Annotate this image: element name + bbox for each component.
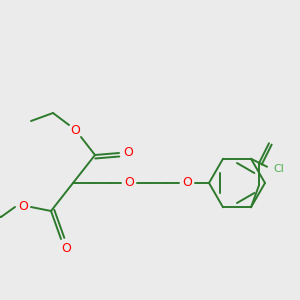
Text: O: O	[124, 176, 134, 190]
Text: O: O	[18, 200, 28, 214]
Text: O: O	[182, 176, 192, 190]
Text: O: O	[70, 124, 80, 137]
Text: O: O	[61, 242, 71, 256]
Text: Cl: Cl	[274, 164, 284, 174]
Text: O: O	[123, 146, 133, 160]
